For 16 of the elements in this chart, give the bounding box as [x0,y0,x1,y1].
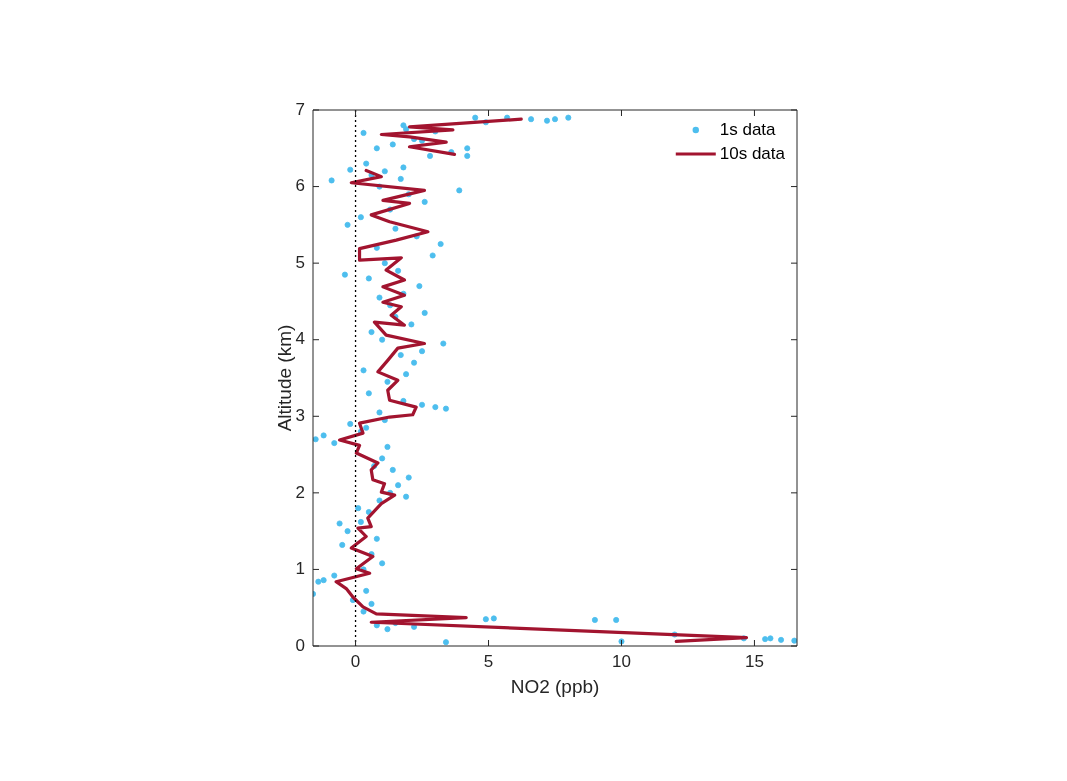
x-axis-title: NO2 (ppb) [510,675,600,697]
y-tick-label: 5 [295,252,305,272]
y-tick-label: 1 [295,559,305,579]
legend-label: 10s data [719,143,786,163]
legend-label: 1s data [719,119,777,139]
x-tick-label: 10 [612,651,631,671]
y-tick-label: 2 [295,482,305,502]
x-tick-label: 15 [744,651,764,671]
y-tick-label: 0 [295,635,305,655]
x-tick-label: 0 [350,651,361,671]
y-tick-label: 3 [295,405,305,425]
x-tick-label: 5 [483,651,494,671]
y-axis-title: Altitude (km) [273,324,295,432]
y-tick-label: 7 [295,99,305,119]
y-tick-label: 4 [295,329,305,349]
y-tick-label: 6 [295,176,305,196]
